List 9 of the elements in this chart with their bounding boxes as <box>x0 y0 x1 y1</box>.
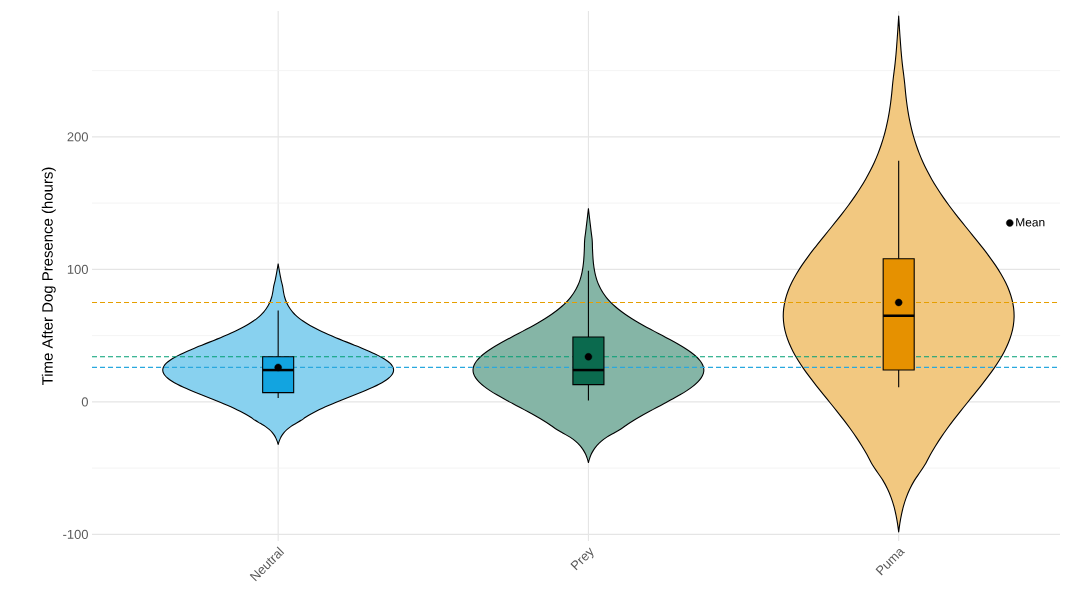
point <box>894 298 903 307</box>
y-tick-label: 200 <box>67 132 88 142</box>
y-axis-title: Time After Dog Presence (hours) <box>41 167 56 386</box>
y-tick-label: 100 <box>67 264 88 274</box>
point <box>584 353 593 361</box>
point <box>274 363 282 372</box>
y-tick-label: -100 <box>63 529 88 539</box>
y-tick-label: 0 <box>81 397 88 407</box>
legend-label: Mean <box>1016 218 1045 227</box>
